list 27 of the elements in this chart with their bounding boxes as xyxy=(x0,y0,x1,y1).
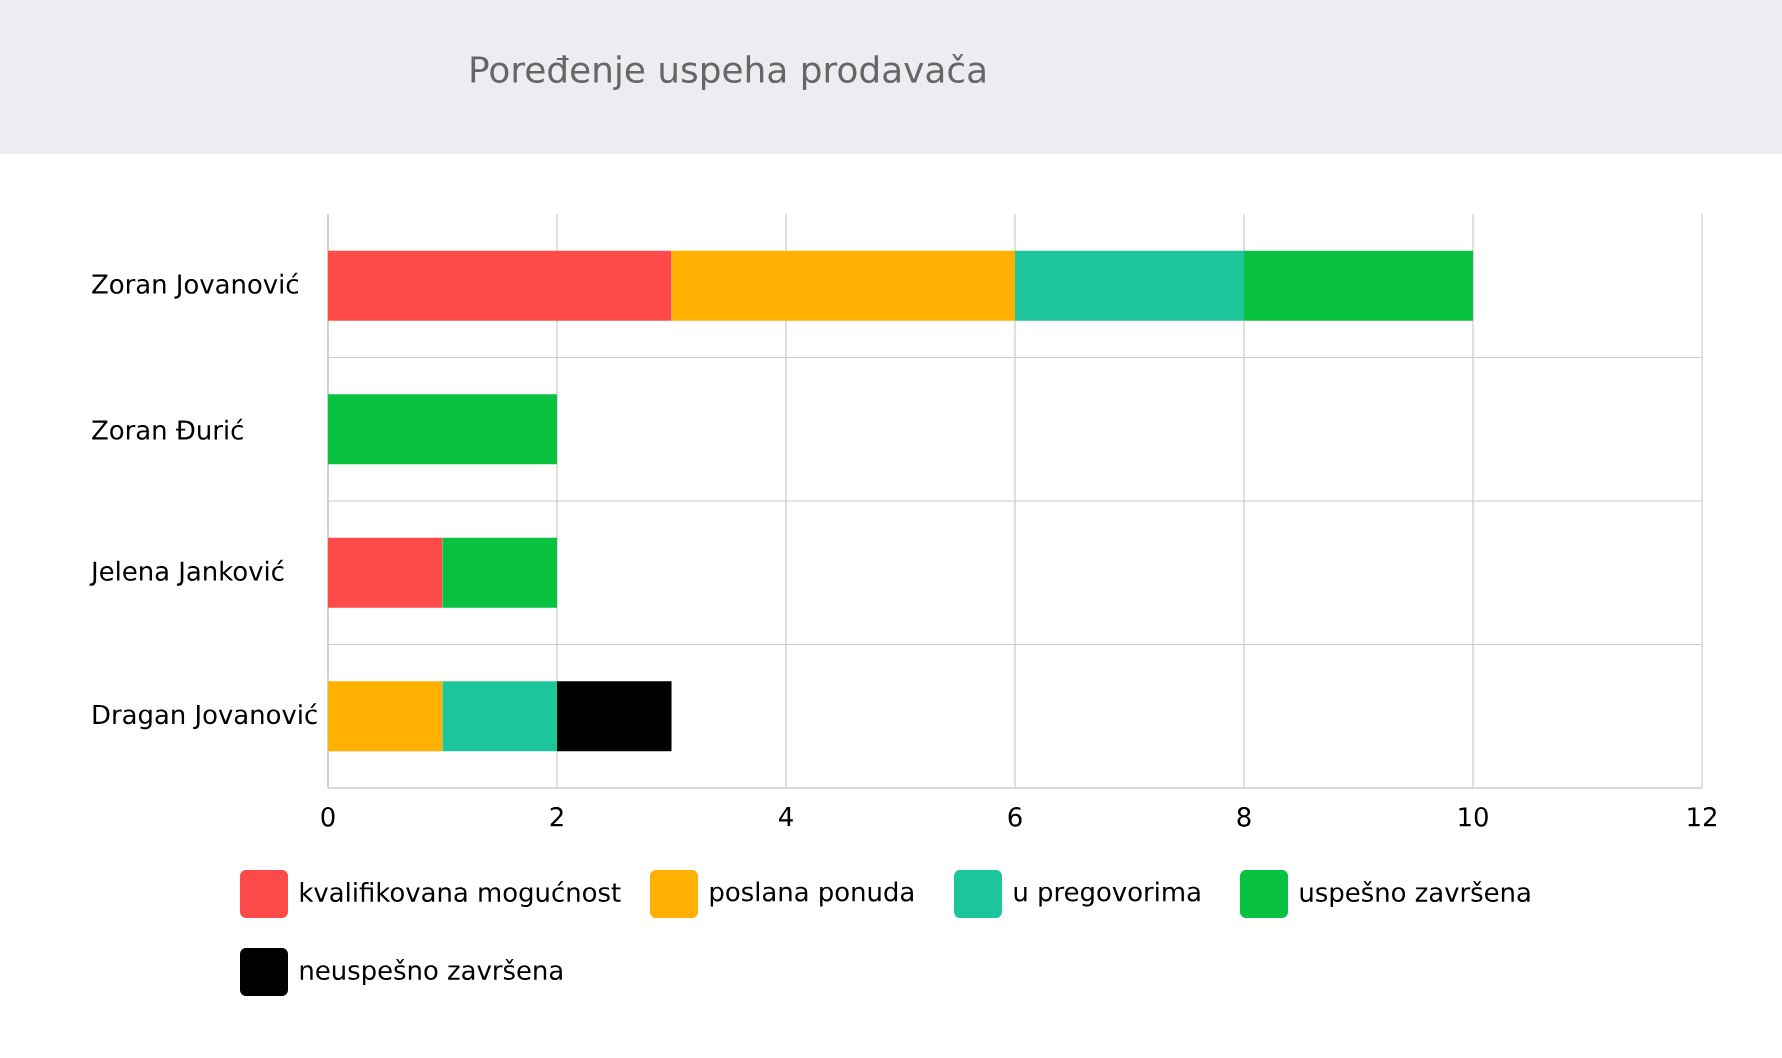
x-tick-label: 10 xyxy=(1459,807,1488,827)
x-tick-label: 0 xyxy=(321,807,335,827)
bar xyxy=(557,681,672,752)
legend-label: poslana ponuda xyxy=(710,881,913,907)
bar xyxy=(671,250,1016,321)
bar xyxy=(328,681,443,752)
bar xyxy=(442,681,558,752)
x-tick-label: 8 xyxy=(1237,807,1251,827)
x-tick-label: 6 xyxy=(1008,807,1022,827)
bar xyxy=(1015,250,1245,321)
chart-title: Poređenje uspeha prodavača xyxy=(471,53,985,91)
legend-label: neuspešno završena xyxy=(300,958,562,986)
y-tick-label: Jelena Janković xyxy=(89,559,284,586)
y-tick-label: Dragan Jovanović xyxy=(93,703,317,730)
bar xyxy=(1244,250,1474,321)
legend-label: uspešno završena xyxy=(1300,880,1530,908)
x-tick-label: 4 xyxy=(779,807,793,826)
legend-label: u pregovorima xyxy=(1014,881,1200,907)
legend-label: kvalifikovana mogućnost xyxy=(300,880,621,908)
x-tick-label: 2 xyxy=(550,807,563,827)
bar xyxy=(328,537,443,608)
bar xyxy=(328,250,672,321)
bar xyxy=(328,394,558,465)
y-tick-label: Zoran Jovanović xyxy=(92,272,298,299)
y-tick-label: Zoran Đurić xyxy=(92,418,243,440)
x-tick-label: 12 xyxy=(1688,807,1716,827)
bar xyxy=(442,537,558,608)
